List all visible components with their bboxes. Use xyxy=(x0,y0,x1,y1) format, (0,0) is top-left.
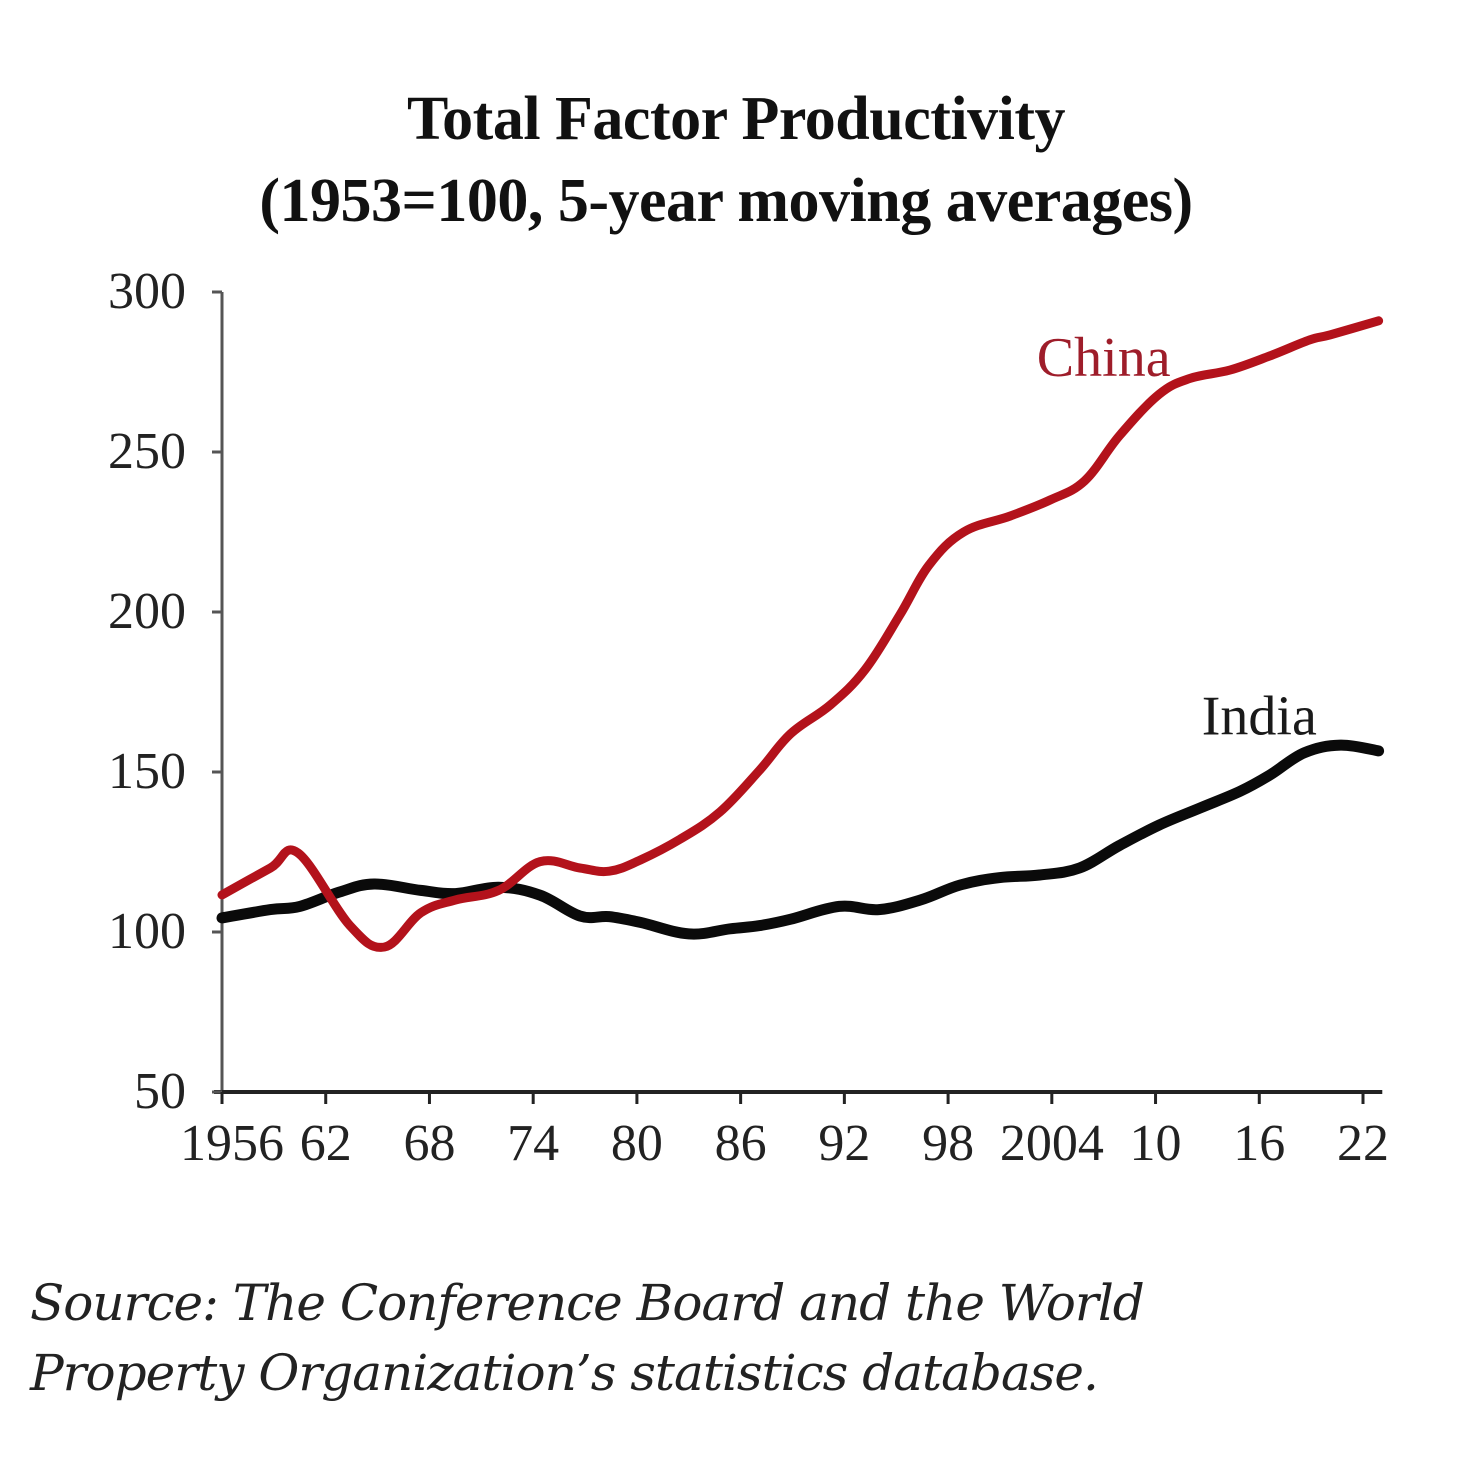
x-tick-label: 62 xyxy=(300,1115,352,1172)
x-tick-label: 68 xyxy=(403,1115,455,1172)
x-tick-label: 80 xyxy=(611,1115,663,1172)
series-layer xyxy=(216,316,1385,952)
y-tick-label: 150 xyxy=(108,743,186,800)
y-tick-label: 300 xyxy=(108,263,186,320)
series-label-india: India xyxy=(1202,685,1317,747)
x-tick-label: 74 xyxy=(507,1115,559,1172)
x-tick-label: 16 xyxy=(1233,1115,1285,1172)
y-tick-label: 50 xyxy=(134,1063,186,1120)
chart-subtitle: (1953=100, 5-year moving averages) xyxy=(259,167,1193,235)
x-tick-label: 98 xyxy=(922,1115,974,1172)
y-tick-label: 250 xyxy=(108,423,186,480)
x-tick-label: 1956 xyxy=(180,1115,284,1172)
y-tick-label: 200 xyxy=(108,583,186,640)
x-tick-label: 10 xyxy=(1130,1115,1182,1172)
series-labels: China India xyxy=(1037,327,1317,747)
source-line-1: Source: The Conference Board and the Wor… xyxy=(30,1274,1145,1332)
y-tick-label: 100 xyxy=(108,903,186,960)
x-tick-label: 22 xyxy=(1337,1115,1389,1172)
axes: 50 100 150 200 250 300 1956 62 68 74 80 86 92 98 2004 1… xyxy=(108,263,1389,1172)
x-tick-label: 2004 xyxy=(1000,1115,1104,1172)
source-note: Source: The Conference Board and the Wor… xyxy=(30,1268,1330,1408)
chart-title: Total Factor Productivity xyxy=(407,85,1065,153)
series-line-india xyxy=(216,739,1385,940)
series-line-china xyxy=(217,316,1384,952)
x-tick-label: 92 xyxy=(818,1115,870,1172)
source-line-2: Property Organization’s statistics datab… xyxy=(30,1344,1099,1402)
x-tick-label: 86 xyxy=(715,1115,767,1172)
series-label-china: China xyxy=(1037,327,1171,389)
